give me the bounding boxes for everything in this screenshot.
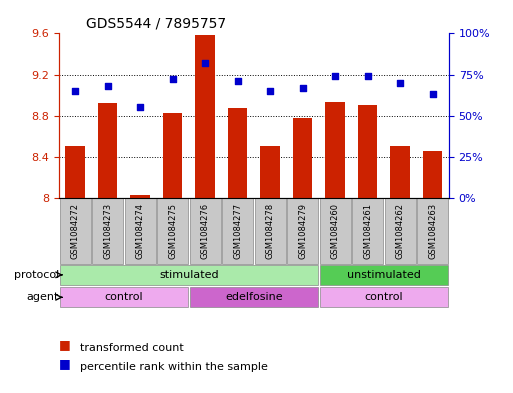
Bar xyxy=(163,112,183,198)
Bar xyxy=(261,147,280,198)
Text: control: control xyxy=(105,292,143,302)
Text: GDS5544 / 7895757: GDS5544 / 7895757 xyxy=(86,17,226,31)
Bar xyxy=(92,198,123,264)
Bar xyxy=(60,265,318,285)
Bar xyxy=(190,198,221,264)
Bar xyxy=(352,198,383,264)
Text: GSM1084279: GSM1084279 xyxy=(298,203,307,259)
Point xyxy=(299,84,307,91)
Text: ■: ■ xyxy=(59,338,71,351)
Point xyxy=(71,88,80,94)
Bar xyxy=(130,195,150,198)
Text: edelfosine: edelfosine xyxy=(225,292,283,302)
Bar xyxy=(66,147,85,198)
Text: transformed count: transformed count xyxy=(80,343,183,353)
Point xyxy=(331,73,339,79)
Text: GSM1084261: GSM1084261 xyxy=(363,203,372,259)
Bar xyxy=(320,265,448,285)
Text: GSM1084260: GSM1084260 xyxy=(331,203,340,259)
Bar xyxy=(157,198,188,264)
Text: GSM1084278: GSM1084278 xyxy=(266,203,274,259)
Bar xyxy=(222,198,253,264)
Point xyxy=(364,73,372,79)
Bar xyxy=(190,287,318,307)
Bar xyxy=(228,108,247,198)
Bar xyxy=(385,198,416,264)
Text: GSM1084277: GSM1084277 xyxy=(233,203,242,259)
Text: ■: ■ xyxy=(59,358,71,371)
Bar xyxy=(320,198,351,264)
Text: agent: agent xyxy=(27,292,59,302)
Point xyxy=(266,88,274,94)
Bar xyxy=(60,287,188,307)
Point xyxy=(233,78,242,84)
Point xyxy=(428,91,437,97)
Text: protocol: protocol xyxy=(14,270,59,280)
Point xyxy=(169,76,177,83)
Point xyxy=(136,104,144,110)
Point xyxy=(104,83,112,89)
Text: control: control xyxy=(365,292,403,302)
Bar xyxy=(287,198,318,264)
Bar xyxy=(320,287,448,307)
Bar xyxy=(195,35,215,198)
Text: GSM1084276: GSM1084276 xyxy=(201,203,210,259)
Text: unstimulated: unstimulated xyxy=(347,270,421,280)
Text: percentile rank within the sample: percentile rank within the sample xyxy=(80,362,267,373)
Bar xyxy=(390,147,410,198)
Bar xyxy=(423,151,442,198)
Bar xyxy=(98,103,117,198)
Bar xyxy=(417,198,448,264)
Bar xyxy=(254,198,286,264)
Text: GSM1084273: GSM1084273 xyxy=(103,203,112,259)
Text: GSM1084274: GSM1084274 xyxy=(136,203,145,259)
Bar xyxy=(125,198,156,264)
Point xyxy=(201,60,209,66)
Bar xyxy=(325,102,345,198)
Text: GSM1084263: GSM1084263 xyxy=(428,203,437,259)
Point xyxy=(396,80,404,86)
Text: GSM1084272: GSM1084272 xyxy=(71,203,80,259)
Bar xyxy=(293,118,312,198)
Text: GSM1084275: GSM1084275 xyxy=(168,203,177,259)
Text: GSM1084262: GSM1084262 xyxy=(396,203,405,259)
Bar xyxy=(60,198,91,264)
Bar xyxy=(358,105,378,198)
Text: stimulated: stimulated xyxy=(159,270,219,280)
